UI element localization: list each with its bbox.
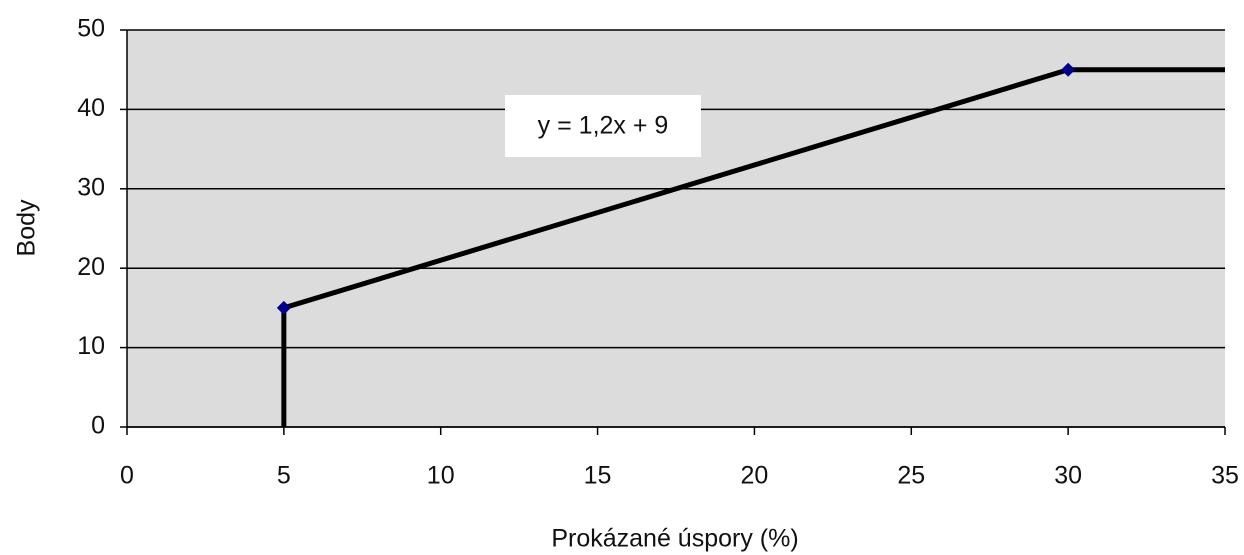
x-tick-label: 10 bbox=[427, 462, 455, 490]
y-tick-label: 30 bbox=[77, 173, 105, 201]
y-axis-label: Body bbox=[13, 199, 41, 256]
x-tick-label: 25 bbox=[897, 462, 925, 490]
x-axis-label: Prokázané úspory (%) bbox=[551, 525, 798, 553]
y-tick-label: 10 bbox=[77, 332, 105, 360]
x-tick-label: 15 bbox=[584, 462, 612, 490]
x-tick-label: 30 bbox=[1054, 462, 1082, 490]
y-tick-label: 0 bbox=[91, 412, 105, 440]
plot-area bbox=[127, 30, 1225, 427]
y-tick-label: 50 bbox=[77, 15, 105, 43]
y-tick-label: 40 bbox=[77, 94, 105, 122]
annotation-box bbox=[505, 95, 701, 157]
marker bbox=[1061, 62, 1076, 77]
y-tick-label: 20 bbox=[77, 253, 105, 281]
marker bbox=[276, 300, 291, 315]
x-tick-label: 20 bbox=[741, 462, 769, 490]
x-tick-label: 0 bbox=[120, 462, 134, 490]
line bbox=[281, 67, 1225, 427]
marks bbox=[276, 62, 1225, 427]
x-tick-label: 35 bbox=[1211, 462, 1239, 490]
x-tick-label: 5 bbox=[277, 462, 291, 490]
annotation: y = 1,2x + 9 bbox=[538, 112, 669, 140]
